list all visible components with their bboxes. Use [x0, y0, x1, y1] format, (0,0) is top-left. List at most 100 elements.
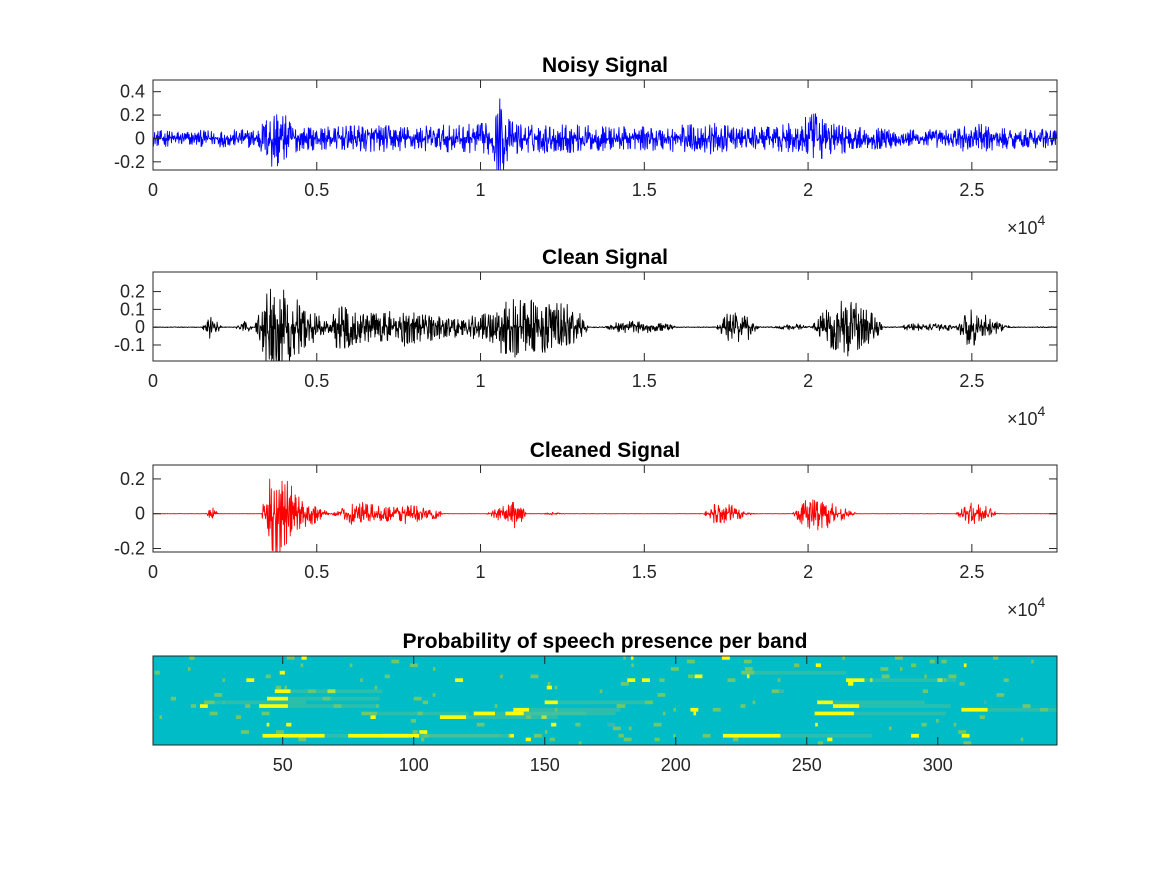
heatmap-hot-streak: [846, 678, 865, 682]
y-tick-label: 0.2: [120, 469, 145, 489]
heatmap-streak-tail: [419, 733, 511, 738]
heatmap-cell: [189, 656, 195, 660]
heatmap-cell: [599, 689, 603, 694]
heatmap-cell: [921, 722, 927, 727]
heatmap-cell: [391, 659, 400, 664]
heatmap-cell: [657, 693, 666, 697]
waveform-series-1: [152, 98, 1058, 171]
heatmap-hot-streak: [833, 704, 860, 708]
heatmap-cell: [817, 741, 823, 745]
heatmap-hot-streak: [814, 711, 854, 716]
heatmap-streak-tail: [833, 700, 925, 705]
heatmap-cell: [688, 674, 694, 679]
heatmap-cell: [241, 730, 249, 734]
heatmap-cell: [432, 667, 436, 671]
heatmap-hot-streak: [259, 704, 288, 708]
heatmap-cell: [245, 704, 251, 708]
heatmap-cell: [937, 678, 943, 682]
heatmap-cell: [630, 656, 634, 660]
heatmap-cell: [617, 704, 626, 708]
heatmap-hot-streak: [382, 733, 419, 738]
heatmap-cell: [690, 707, 699, 712]
x-tick-label: 2.5: [959, 180, 984, 200]
heatmap-cell: [777, 678, 781, 682]
heatmap-cell: [815, 722, 818, 727]
heatmap-cell: [222, 678, 225, 682]
heatmap-hot-streak: [267, 733, 325, 738]
x-tick-label: 0.5: [304, 371, 329, 391]
heatmap-cell: [412, 730, 418, 734]
heatmap-hot-streak: [961, 707, 988, 712]
heatmap-streak-tail: [529, 707, 621, 712]
heatmap-streak-tail: [466, 715, 558, 719]
heatmap-cell: [629, 726, 632, 731]
heatmap-cell: [349, 663, 353, 668]
heatmap-cell: [642, 678, 650, 682]
heatmap-cell: [924, 674, 927, 679]
heatmap-cell: [963, 741, 972, 745]
heatmap-cell: [360, 678, 363, 682]
heatmap-cell: [662, 711, 666, 716]
heatmap-hot-streak: [817, 700, 833, 705]
heatmap-cell: [322, 696, 331, 701]
heatmap-hot-streak: [267, 696, 288, 701]
heatmap-cell: [159, 715, 162, 719]
x-exponent-label: ×104: [1007, 594, 1046, 620]
x-tick-label: 2: [803, 371, 813, 391]
x-tick-label: 2.5: [959, 562, 984, 582]
chart-title-0: Noisy Signal: [542, 54, 668, 77]
heatmap-cell: [154, 670, 160, 675]
heatmap-cell: [199, 704, 208, 708]
heatmap-streak-tail: [864, 678, 957, 682]
x-tick-label: 0: [148, 562, 158, 582]
heatmap-cell: [911, 663, 917, 668]
heatmap-cell: [673, 707, 676, 712]
heatmap-cell: [170, 696, 176, 701]
heatmap-streak-tail: [754, 670, 847, 675]
heatmap-cell: [333, 704, 342, 708]
heatmap-streak-tail: [987, 707, 1057, 712]
heatmap-cell: [500, 674, 503, 679]
heatmap-cell: [551, 722, 557, 727]
heatmap-cell: [827, 737, 833, 742]
subplot-4: 50 100 150 200 250 300 Probability of speech p…: [152, 630, 1058, 775]
heatmap-streak-tail: [859, 704, 951, 708]
heatmap-cell: [544, 730, 548, 734]
heatmap-cell: [953, 722, 957, 727]
heatmap-cell: [410, 719, 417, 723]
heatmap-cell: [733, 737, 739, 742]
heatmap-streak-tail: [377, 711, 469, 716]
x-tick-label: 2.5: [959, 371, 984, 391]
heatmap-cell: [554, 707, 558, 712]
x-tick-label: 0.5: [304, 562, 329, 582]
heatmap-hot-streak: [474, 711, 495, 716]
heatmap-cell: [275, 685, 281, 690]
x-tick-label: 0: [148, 371, 158, 391]
heatmap-cell: [722, 656, 730, 660]
heatmap-cell: [494, 704, 498, 708]
heatmap-cell: [375, 704, 379, 708]
axes-box-3: [152, 655, 1058, 746]
heatmap-cell: [654, 737, 660, 742]
heatmap-cell: [693, 711, 697, 716]
x-tick-label: 0.5: [304, 180, 329, 200]
heatmap-cell: [613, 726, 621, 731]
heatmap-cell: [188, 667, 191, 671]
heatmap-hot-streak: [274, 689, 291, 694]
heatmap-cell: [653, 722, 662, 727]
heatmap-cell: [547, 682, 551, 686]
heatmap-cell: [996, 693, 1005, 697]
x-tick-label: 100: [399, 755, 429, 775]
heatmap-cell: [870, 678, 873, 682]
heatmap-cell: [262, 733, 268, 738]
heatmap-cell: [959, 682, 965, 686]
heatmap-streak-tail: [287, 696, 380, 701]
heatmap-cell: [279, 670, 285, 675]
heatmap-cell: [214, 693, 223, 697]
heatmap-cell: [286, 722, 292, 727]
heatmap-cell: [370, 715, 376, 719]
x-exponent-base: ×10: [1007, 600, 1038, 620]
heatmap-cell: [541, 715, 547, 719]
heatmap-cell: [620, 682, 629, 686]
